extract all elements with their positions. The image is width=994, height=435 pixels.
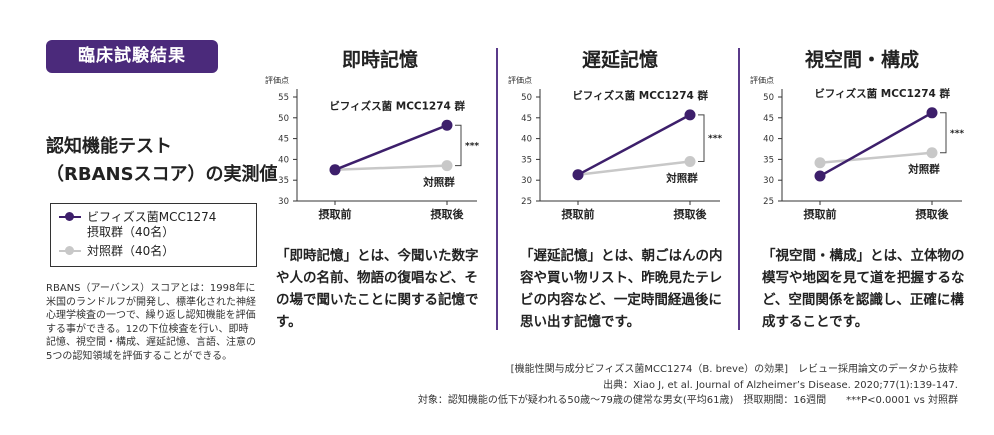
y-tick-label: 50	[521, 93, 532, 103]
series-label-treatment: ビフィズス菌 MCC1274 群	[329, 99, 465, 112]
series-line-control	[819, 151, 933, 164]
x-tick-label: 摂取前	[319, 207, 352, 221]
y-axis-label: 評価点	[508, 75, 532, 85]
series-label-treatment: ビフィズス菌 MCC1274 群	[572, 89, 708, 102]
data-point-treatment	[926, 107, 938, 119]
significance-bracket	[455, 124, 462, 167]
legend-treatment-label: ビフィズス菌MCC1274	[87, 210, 217, 224]
main-title: 認知機能テスト （RBANSスコア）の実測値	[46, 133, 278, 189]
y-tick-label: 35	[278, 176, 289, 186]
footer-line3: 対象：認知機能の低下が疑われる50歳〜79歳の健常な男女(平均61歳) 摂取期間…	[417, 395, 958, 406]
y-tick-label: 45	[278, 135, 289, 145]
footer-line2: 出典：Xiao J, et al. Journal of Alzheimer’s…	[603, 380, 958, 391]
data-point-treatment	[329, 164, 341, 176]
x-tick-label: 摂取後	[431, 207, 465, 221]
chart-immediate-memory: 評価点 30 35 40 45 50 55 摂取前 摂取後 ビフィズス菌 MCC1274 群対照群…	[265, 75, 479, 221]
y-tick-label: 45	[763, 114, 774, 124]
y-tick-label: 35	[521, 155, 532, 165]
legend-treatment-marker	[59, 212, 81, 221]
panel-desc-delayed-memory: 「遅延記憶」とは、朝ごはんの内容や買い物リスト、昨晩見たテレビの内容など、一定時…	[520, 248, 723, 330]
legend-treatment-label2: 摂取群（40名）	[87, 225, 175, 239]
legend-control-marker	[59, 246, 81, 255]
series-line-control	[334, 164, 448, 172]
y-axis-label: 評価点	[750, 75, 774, 85]
y-tick-label: 50	[763, 93, 774, 103]
panel-title-visuospatial: 視空間・構成	[804, 49, 919, 71]
series-line-treatment	[819, 111, 933, 178]
y-tick-label: 25	[763, 197, 774, 207]
panel-title-immediate-memory: 即時記憶	[341, 49, 418, 71]
panel-desc-visuospatial: 「視空間・構成」とは、立体物の模写や地図を見て道を把握するなど、空間関係を認識し…	[762, 248, 965, 330]
main-title-line1: 認知機能テスト	[46, 136, 172, 157]
series-line-treatment	[577, 113, 691, 176]
significance-bracket	[940, 112, 947, 154]
series-label-control: 対照群	[907, 163, 940, 176]
series-label-control: 対照群	[665, 171, 698, 184]
y-tick-label: 25	[521, 197, 532, 207]
significance-marker: ***	[708, 134, 722, 144]
main-title-line2: （RBANSスコア）の実測値	[46, 164, 278, 185]
y-tick-label: 30	[763, 176, 774, 186]
data-point-treatment	[572, 169, 584, 181]
y-tick-label: 50	[278, 114, 289, 124]
x-tick-label: 摂取前	[562, 207, 595, 221]
y-axis-label: 評価点	[265, 75, 289, 85]
panel-divider-2	[738, 48, 740, 330]
y-tick-label: 35	[763, 155, 774, 165]
legend-control-label: 対照群（40名）	[87, 244, 175, 258]
panel-title-delayed-memory: 遅延記憶	[581, 49, 658, 71]
data-point-control	[814, 157, 826, 169]
series-line-treatment	[334, 124, 448, 171]
footer-line1: [機能性関与成分ビフィズス菌MCC1274（B. breve）の効果] レビュー…	[510, 364, 958, 375]
y-tick-label: 30	[521, 176, 532, 186]
significance-marker: ***	[465, 141, 479, 151]
data-point-treatment	[441, 119, 453, 131]
y-tick-label: 30	[278, 197, 289, 207]
data-point-control	[441, 160, 453, 172]
y-tick-label: 40	[763, 135, 774, 145]
data-point-control	[926, 147, 938, 159]
y-tick-label: 45	[521, 114, 532, 124]
y-tick-label: 40	[278, 155, 289, 165]
series-label-treatment: ビフィズス菌 MCC1274 群	[814, 87, 950, 100]
data-point-treatment	[684, 109, 696, 121]
chart-delayed-memory: 評価点 25 30 35 40 45 50 摂取前 摂取後 ビフィズス菌 MCC1274 群対照群…	[508, 75, 722, 221]
clinical-result-badge: 臨床試験結果	[46, 40, 218, 73]
chart-visuospatial: 評価点 25 30 35 40 45 50 摂取前 摂取後 ビフィズス菌 MCC1274 群対照群…	[750, 75, 964, 221]
x-tick-label: 摂取後	[916, 207, 950, 221]
y-tick-label: 55	[278, 93, 289, 103]
significance-bracket	[698, 114, 705, 162]
data-point-treatment	[814, 170, 826, 182]
significance-marker: ***	[950, 129, 964, 139]
x-tick-label: 摂取前	[804, 207, 837, 221]
legend: ビフィズス菌MCC1274 摂取群（40名） 対照群（40名）	[50, 203, 257, 267]
data-point-control	[684, 155, 696, 167]
series-label-control: 対照群	[422, 176, 455, 189]
series-line-control	[577, 160, 691, 177]
y-tick-label: 40	[521, 135, 532, 145]
panel-desc-immediate-memory: 「即時記憶」とは、今聞いた数字や人の名前、物語の復唱など、その場で聞いたことに関…	[276, 248, 479, 330]
rbans-note: RBANS（アーバンス）スコアとは：1998年に米国のランドルフが開発し、標準化…	[46, 283, 256, 362]
x-tick-label: 摂取後	[674, 207, 708, 221]
panel-divider-1	[496, 48, 498, 330]
